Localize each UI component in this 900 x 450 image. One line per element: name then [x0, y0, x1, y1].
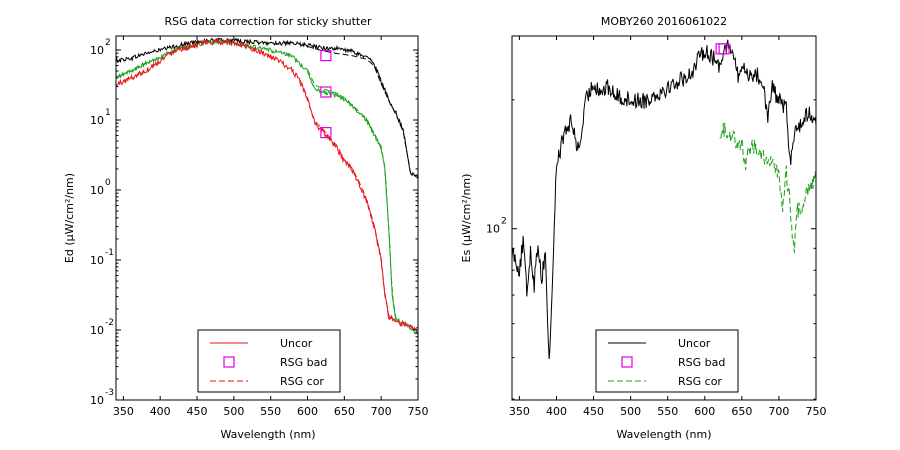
ed-legend: Uncor RSG bad RSG cor — [197, 329, 341, 393]
ed-x-tick-label: 600 — [297, 405, 318, 418]
es-plot-area: 350 400 450 500 550 600 650 700 750 102 Uncor RSG b… — [486, 35, 827, 418]
ed-legend-box — [197, 329, 341, 393]
es-x-tick-label: 600 — [694, 405, 715, 418]
es-axes-frame — [511, 35, 817, 401]
ed-series-rsg-cor-5 — [299, 79, 397, 322]
ed-x-tick-label: 750 — [408, 405, 429, 418]
es-x-tick-label: 750 — [806, 405, 827, 418]
ed-y-tick-label-base: 10 — [90, 324, 104, 337]
ed-legend-label: RSG cor — [280, 375, 324, 388]
es-rsg-bad-marker-1 — [718, 43, 730, 55]
es-series-rsg-cor-1 — [719, 122, 816, 253]
es-y-tick-label-base: 10 — [486, 223, 500, 236]
ed-y-tick-label-base: 10 — [90, 254, 104, 267]
ed-series-uncor-0 — [116, 37, 418, 180]
ed-chart-title: RSG data correction for sticky shutter — [164, 15, 372, 28]
ed-legend-label: RSG bad — [280, 356, 327, 369]
ed-y-tick-label-exponent: 2 — [105, 38, 111, 48]
ed-chart: RSG data correction for sticky shutter W… — [63, 15, 429, 441]
ed-rsg-bad-marker-2 — [320, 126, 332, 139]
es-x-tick-label: 500 — [620, 405, 641, 418]
es-x-tick-label: 550 — [657, 405, 678, 418]
es-series-group — [512, 39, 816, 360]
es-legend-label: Uncor — [678, 337, 711, 350]
es-x-tick-label: 450 — [583, 405, 604, 418]
es-legend-label: RSG bad — [678, 356, 725, 369]
ed-y-tick-label-exponent: -1 — [105, 248, 114, 258]
ed-x-tick-label: 450 — [187, 405, 208, 418]
es-chart-title: MOBY260 2016061022 — [601, 15, 727, 28]
ed-x-tick-label: 500 — [223, 405, 244, 418]
ed-y-tick-label-base: 10 — [90, 184, 104, 197]
ed-x-tick-label: 650 — [334, 405, 355, 418]
es-x-tick-label: 350 — [509, 405, 530, 418]
ed-x-tick-label: 400 — [150, 405, 171, 418]
ed-series-rsg-cor-1 — [307, 46, 418, 179]
ed-x-tick-label: 550 — [260, 405, 281, 418]
es-chart: MOBY260 2016061022 Wavelength (nm) Es (µ… — [460, 15, 827, 441]
ed-series-uncor-4 — [116, 37, 418, 332]
es-y-tick-label-exponent: 2 — [501, 217, 507, 227]
ed-chart-ylabel: Ed (µW/cm²/nm) — [63, 173, 76, 263]
es-legend-swatch-rsg-bad — [621, 356, 633, 368]
ed-y-tick-label-exponent: 1 — [105, 108, 111, 118]
es-x-tick-label: 700 — [768, 405, 789, 418]
ed-series-group — [116, 37, 418, 335]
es-x-tick-label: 650 — [731, 405, 752, 418]
es-legend-box — [595, 329, 739, 393]
ed-x-tick-label: 700 — [371, 405, 392, 418]
ed-plot-area: 350 400 450 500 550 600 650 700 75010210110010-1… — [90, 35, 429, 418]
es-legend-label: RSG cor — [678, 375, 722, 388]
es-x-tick-label: 400 — [546, 405, 567, 418]
ed-chart-xlabel: Wavelength (nm) — [220, 428, 315, 441]
ed-y-tick-label-base: 10 — [90, 114, 104, 127]
ed-y-tick-label-base: 10 — [90, 394, 104, 407]
ed-x-tick-label: 350 — [113, 405, 134, 418]
ed-y-tick-label-exponent: -2 — [105, 318, 114, 328]
ed-y-tick-label-base: 10 — [90, 44, 104, 57]
ed-series-rsg-cor-3 — [307, 69, 397, 319]
ed-y-tick-label-exponent: -3 — [105, 388, 114, 398]
es-chart-xlabel: Wavelength (nm) — [616, 428, 711, 441]
ed-rsg-bad-marker-0 — [320, 49, 332, 62]
ed-legend-swatch-rsg-bad — [223, 356, 235, 368]
ed-y-tick-label-exponent: 0 — [105, 178, 111, 188]
ed-rsg-bad-marker-1 — [320, 86, 332, 98]
es-legend: Uncor RSG bad RSG cor — [595, 329, 739, 393]
es-chart-ylabel: Es (µW/cm²/nm) — [460, 174, 473, 263]
es-series-uncor-0 — [512, 39, 816, 360]
ed-legend-label: Uncor — [280, 337, 313, 350]
ed-series-uncor-2 — [116, 38, 418, 335]
